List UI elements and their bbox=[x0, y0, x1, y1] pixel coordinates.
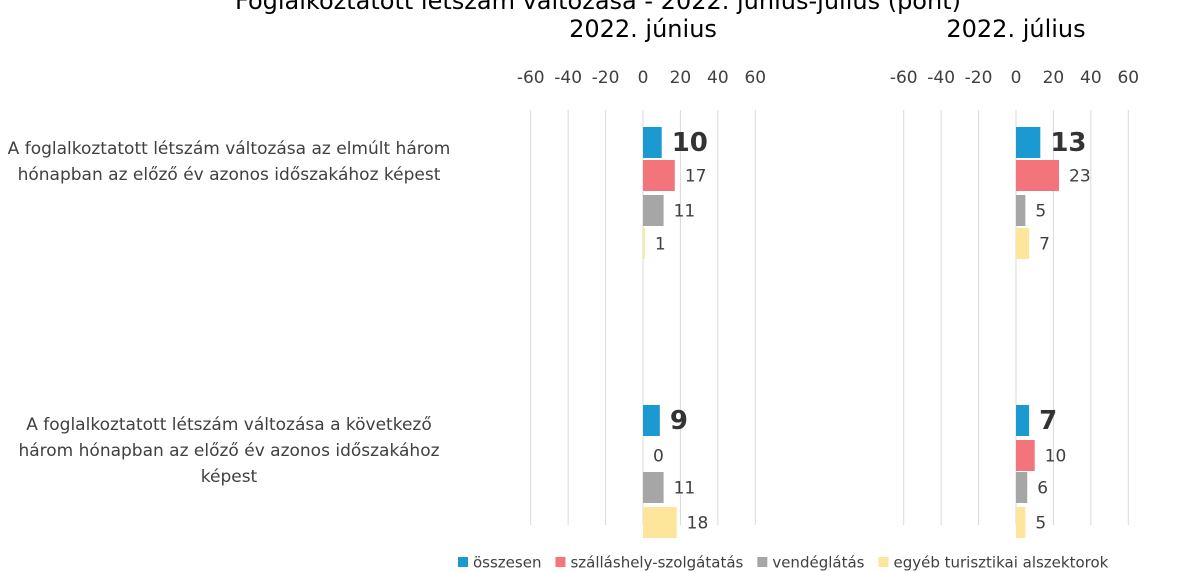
legend-label: vendéglátás bbox=[772, 554, 864, 572]
category-label: A foglalkoztatott létszám változása a kö… bbox=[18, 415, 440, 487]
x-tick-label: -40 bbox=[927, 68, 955, 88]
data-label: 23 bbox=[1069, 167, 1091, 187]
bar bbox=[643, 228, 645, 259]
data-label: 13 bbox=[1050, 128, 1086, 158]
x-tick-label: 20 bbox=[670, 68, 692, 88]
bar bbox=[1016, 405, 1030, 436]
bar bbox=[643, 507, 677, 538]
bar bbox=[1016, 127, 1041, 158]
data-label: 6 bbox=[1037, 479, 1048, 499]
legend-label: egyéb turisztikai alszektorok bbox=[893, 554, 1108, 572]
bar bbox=[1016, 472, 1028, 503]
x-tick-label: 0 bbox=[638, 68, 649, 88]
legend-label: szálláshely-szolgátatás bbox=[570, 554, 743, 572]
x-tick-label: -60 bbox=[890, 68, 918, 88]
data-label: 5 bbox=[1035, 202, 1046, 222]
bar bbox=[1016, 160, 1060, 191]
bar bbox=[1016, 440, 1035, 471]
x-tick-label: 20 bbox=[1043, 68, 1065, 88]
data-label: 1 bbox=[655, 235, 666, 255]
x-tick-label: 40 bbox=[1080, 68, 1102, 88]
legend-swatch bbox=[458, 557, 468, 567]
data-label: 7 bbox=[1039, 406, 1057, 436]
x-tick-label: 0 bbox=[1011, 68, 1022, 88]
x-tick-label: 60 bbox=[744, 68, 766, 88]
x-tick-label: -20 bbox=[592, 68, 620, 88]
legend-swatch bbox=[878, 557, 889, 567]
bar bbox=[643, 127, 662, 158]
bar bbox=[643, 195, 664, 226]
data-label: 10 bbox=[672, 128, 708, 158]
bar bbox=[1016, 228, 1030, 259]
legend-label: összesen bbox=[473, 554, 541, 572]
bar bbox=[643, 160, 675, 191]
data-label: 17 bbox=[685, 167, 707, 187]
x-tick-label: -20 bbox=[965, 68, 993, 88]
data-label: 10 bbox=[1045, 447, 1067, 467]
bar bbox=[643, 405, 660, 436]
legend-swatch bbox=[757, 557, 768, 567]
bar bbox=[1016, 195, 1026, 226]
data-label: 18 bbox=[687, 514, 709, 534]
x-tick-label: 60 bbox=[1117, 68, 1139, 88]
panel-title: 2022. július bbox=[946, 15, 1085, 43]
bar bbox=[1016, 507, 1026, 538]
chart-title: Foglalkoztatott létszám változása - 2022… bbox=[235, 0, 961, 15]
category-label: A foglalkoztatott létszám változása az e… bbox=[7, 139, 451, 185]
data-label: 0 bbox=[653, 447, 664, 467]
data-label: 5 bbox=[1035, 514, 1046, 534]
legend-swatch bbox=[555, 557, 566, 567]
data-label: 11 bbox=[674, 202, 696, 222]
data-label: 9 bbox=[670, 406, 688, 436]
panel-title: 2022. június bbox=[569, 15, 717, 43]
x-tick-label: -60 bbox=[517, 68, 545, 88]
data-label: 11 bbox=[674, 479, 696, 499]
bar bbox=[643, 472, 664, 503]
data-label: 7 bbox=[1039, 235, 1050, 255]
x-tick-label: -40 bbox=[554, 68, 582, 88]
x-tick-label: 40 bbox=[707, 68, 729, 88]
